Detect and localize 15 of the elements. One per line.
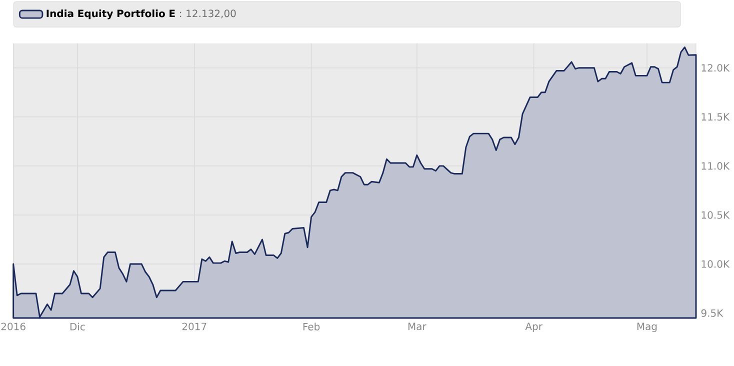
y-tick-label: 12.0K [702, 64, 730, 72]
x-tick-label: Mar [408, 322, 426, 330]
x-tick-label: Feb [303, 322, 320, 330]
x-tick-label: Apr [525, 322, 542, 332]
text: : 12.132,00 [180, 10, 236, 18]
x-tick-label: Mag [637, 322, 657, 332]
x-tick-label: 2017 [182, 322, 206, 330]
y-tick-label: 11.5K [702, 113, 730, 121]
legend-label: India Equity Portfolio E [46, 9, 175, 20]
x-tick-label: Dic [70, 322, 85, 330]
x-tick-label: 2016 [1, 322, 26, 330]
y-tick-label: 10.0K [702, 260, 730, 268]
y-tick-label: 11.0K [702, 162, 730, 170]
y-tick-label: 9.5K [701, 309, 724, 317]
y-tick-label: 10.5K [702, 211, 730, 219]
